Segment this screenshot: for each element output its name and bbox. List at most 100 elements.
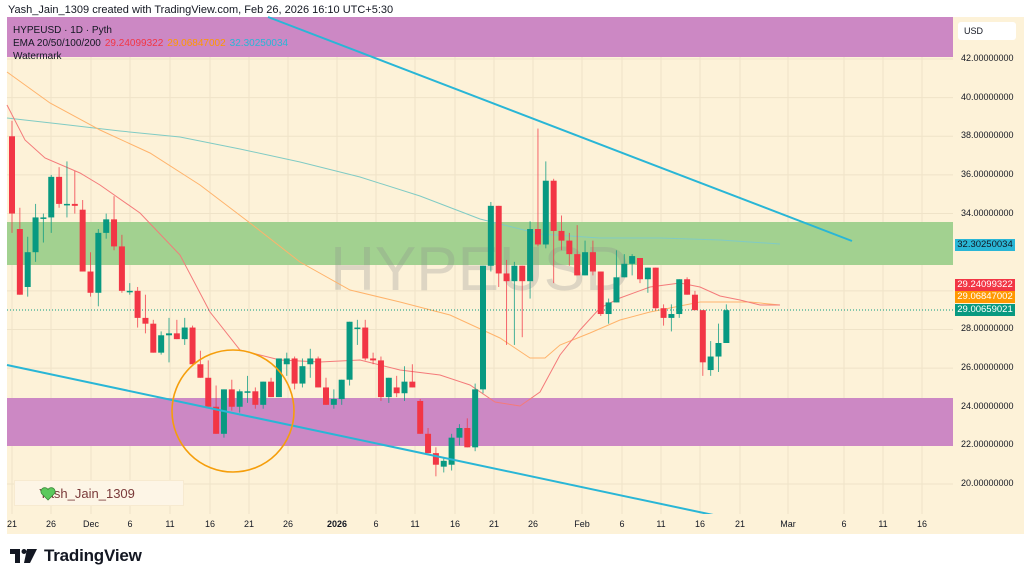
candle (401, 366, 408, 401)
price-tag: 29.06847002 (955, 291, 1015, 303)
candle (189, 325, 196, 365)
time-tick: 11 (878, 519, 888, 529)
candle (582, 240, 589, 276)
candle (330, 389, 337, 409)
price-tick: 20.00000000 (961, 478, 1014, 489)
price-tick: 28.00000000 (961, 323, 1014, 334)
ema50-value: 29.06847002 (167, 38, 226, 49)
candle (142, 294, 149, 334)
candle (315, 356, 322, 388)
green-heart-icon (40, 487, 56, 501)
support-zone (7, 398, 953, 446)
candle (534, 128, 541, 247)
time-tick: 16 (694, 519, 706, 529)
time-tick: 2026 (326, 519, 348, 529)
candle (440, 456, 447, 473)
price-tick: 26.00000000 (961, 362, 1014, 373)
lower-trendline (6, 364, 719, 517)
candle (48, 174, 55, 233)
candle (550, 178, 557, 284)
candle (362, 319, 369, 361)
candle (574, 225, 581, 276)
candle (252, 387, 259, 409)
candle (338, 379, 345, 405)
time-tick: Mar (780, 519, 796, 529)
candle (377, 356, 384, 401)
candle (307, 348, 314, 378)
price-tag: 29.24099322 (955, 279, 1015, 291)
candle (566, 232, 573, 266)
time-tick: Dec (82, 519, 100, 529)
candle (283, 352, 290, 376)
candle (676, 279, 683, 318)
time-tick: 16 (916, 519, 928, 529)
candle (16, 207, 23, 295)
candle (275, 358, 282, 398)
candle (299, 358, 306, 388)
candle (464, 418, 471, 448)
time-axis (7, 514, 1024, 534)
candle (519, 265, 526, 338)
candle (605, 298, 612, 324)
candle (32, 203, 39, 262)
candle (691, 290, 698, 311)
candle (425, 428, 432, 454)
price-tag: 32.30250034 (955, 239, 1015, 251)
candle (63, 161, 70, 218)
candle (197, 350, 204, 378)
tradingview-branding[interactable]: TradingView (10, 546, 142, 566)
currency-button[interactable]: USD (958, 22, 1016, 40)
ema100-line (6, 117, 781, 245)
time-tick: 6 (841, 519, 847, 529)
candle (503, 259, 510, 345)
price-axis (953, 17, 1024, 534)
time-tick: 6 (619, 519, 625, 529)
price-tick: 42.00000000 (961, 53, 1014, 63)
candle (684, 277, 691, 295)
time-tick: 26 (45, 519, 57, 529)
candle (346, 321, 353, 386)
time-tick: 16 (449, 519, 461, 529)
candle (715, 323, 722, 372)
candle (79, 200, 86, 272)
candle (268, 377, 275, 398)
candle (652, 267, 659, 311)
candle (126, 283, 133, 295)
candle (589, 240, 596, 276)
candle (260, 381, 267, 409)
candle (629, 254, 636, 276)
candle (456, 424, 463, 446)
candle (707, 341, 714, 376)
candle (220, 389, 227, 438)
circle-annotation (171, 349, 295, 473)
candle (134, 286, 141, 328)
candle (56, 167, 63, 208)
candle (40, 213, 47, 243)
candle (542, 161, 549, 249)
green-zone (7, 222, 953, 265)
tradingview-wordmark: TradingView (44, 546, 142, 565)
time-tick: 21 (243, 519, 255, 529)
candle (480, 265, 486, 394)
ema-label: EMA 20/50/100/200 (13, 38, 101, 49)
candle (393, 375, 400, 398)
candle (118, 234, 125, 293)
price-tick: 22.00000000 (961, 439, 1014, 450)
candle (644, 267, 651, 293)
candle (613, 250, 620, 303)
candle (291, 356, 298, 390)
ema50-line (6, 71, 781, 359)
candle (370, 352, 377, 365)
time-tick: 16 (204, 519, 216, 529)
candle (448, 433, 455, 471)
time-tick: 26 (282, 519, 294, 529)
price-tick: 24.00000000 (961, 400, 1014, 411)
candle (699, 310, 706, 376)
ema100-value: 32.30250034 (229, 38, 289, 49)
candle (158, 331, 165, 355)
ema20-value: 29.24099322 (104, 38, 164, 49)
candle (323, 377, 329, 405)
time-tick: 26 (527, 519, 539, 529)
candle (668, 304, 675, 332)
